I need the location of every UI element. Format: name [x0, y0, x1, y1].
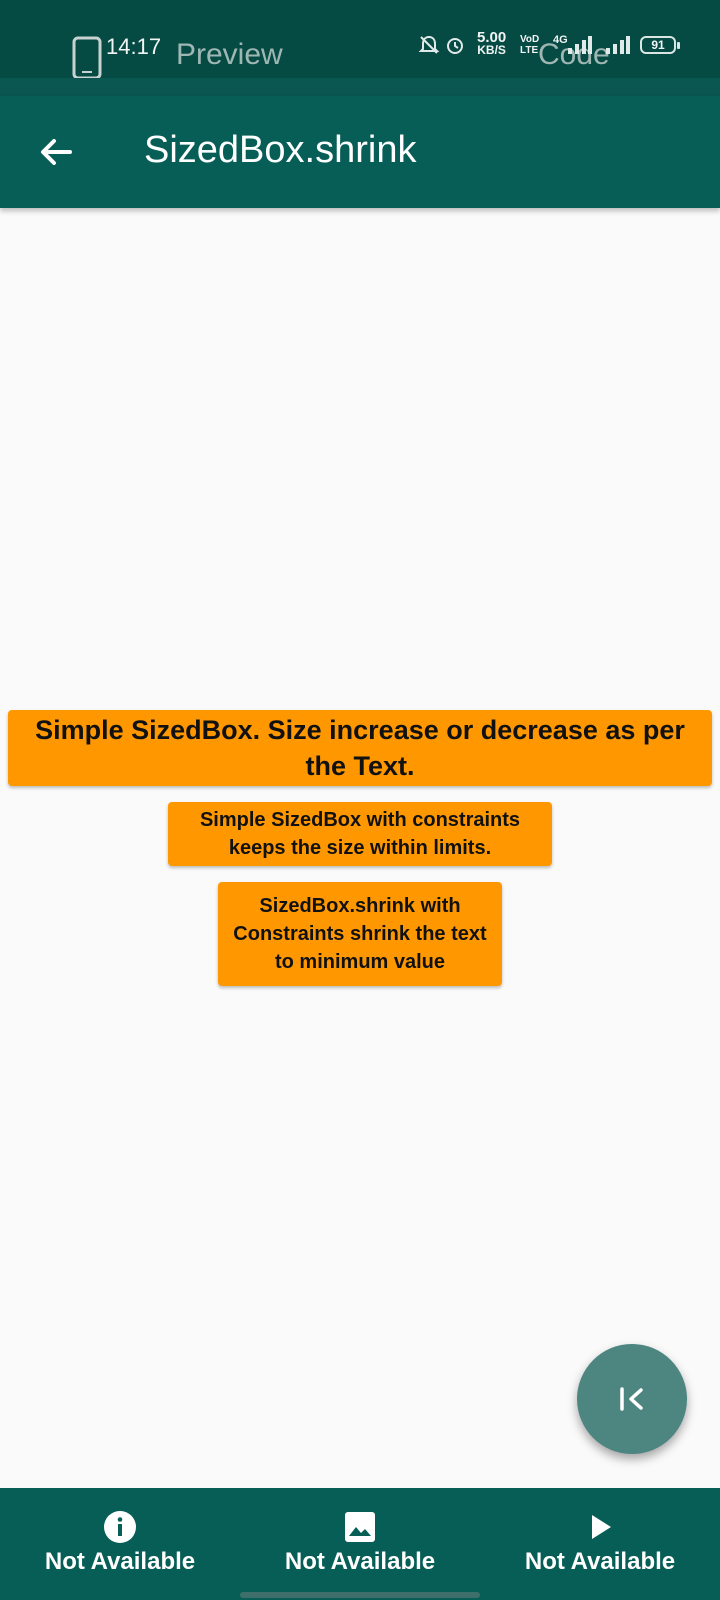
simple-sizedbox: Simple SizedBox. Size increase or decrea… [8, 710, 712, 786]
battery-indicator: 91 [640, 36, 680, 54]
nav-item-image[interactable]: Not Available [240, 1488, 480, 1600]
nav-item-label: Not Available [44, 1548, 196, 1575]
first-page-button[interactable] [577, 1344, 687, 1454]
main-content: Simple SizedBox. Size increase or decrea… [0, 208, 720, 1488]
play-icon [592, 1515, 611, 1539]
signal-icon [568, 36, 592, 54]
nav-item-play[interactable]: Not Available [480, 1488, 720, 1600]
tab-preview[interactable]: Preview [176, 38, 283, 71]
nav-item-info[interactable]: Not Available [0, 1488, 240, 1600]
status-time: 14:17 [106, 34, 162, 59]
tab-strip [0, 78, 720, 96]
phone-icon [72, 36, 102, 80]
mute-bell-icon [418, 35, 440, 54]
nav-item-label: Not Available [284, 1548, 436, 1575]
arrow-back-icon[interactable] [36, 132, 76, 172]
first-page-icon [620, 1387, 643, 1411]
home-indicator[interactable] [240, 1592, 480, 1598]
status-icons [418, 34, 466, 56]
tab-code[interactable]: Code [538, 38, 610, 71]
app-bar: SizedBox.shrink [0, 96, 720, 208]
volte-indicator: VoD LTE [520, 34, 540, 56]
alarm-icon [447, 38, 464, 54]
bottom-navigation: Not Available Not Available Not Availabl… [0, 1488, 720, 1600]
signal-icon-2 [606, 36, 630, 54]
info-icon [104, 1511, 136, 1543]
nav-item-label: Not Available [524, 1548, 676, 1575]
shrink-sizedbox: SizedBox.shrink with Constraints shrink … [218, 882, 502, 986]
page-title: SizedBox.shrink [144, 129, 417, 171]
network-type: 4G [553, 34, 568, 46]
net-speed: 5.00 KB/S [477, 29, 507, 57]
constrained-sizedbox: Simple SizedBox with constraints keeps t… [168, 802, 552, 866]
status-bar: 14:17 Preview 5.00 KB/S VoD LTE Code 4G … [0, 0, 720, 80]
image-icon [345, 1512, 375, 1542]
